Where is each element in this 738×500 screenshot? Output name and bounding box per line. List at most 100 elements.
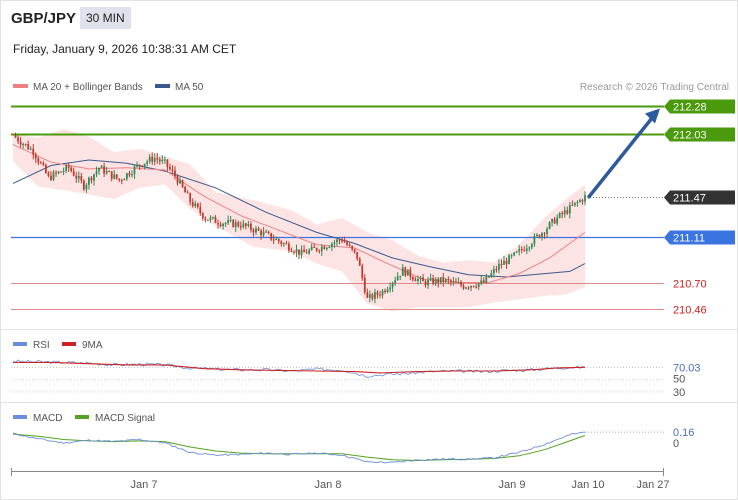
candle: [209, 215, 212, 223]
candle-body: [475, 286, 478, 288]
candle-body: [39, 162, 42, 164]
candle: [368, 290, 371, 303]
candle-body: [460, 282, 462, 286]
candle: [32, 143, 35, 160]
candle-body: [169, 166, 171, 170]
candle-body: [153, 157, 156, 162]
candle-body: [143, 163, 146, 167]
candle: [22, 142, 25, 149]
candle-body: [163, 159, 166, 161]
candle-body: [571, 205, 574, 207]
main-legend: MA 20 + Bollinger Bands MA 50 Research ©…: [13, 82, 729, 93]
candle-body: [553, 218, 556, 224]
candle: [113, 170, 116, 180]
candle: [492, 265, 495, 278]
candle-body: [287, 243, 290, 251]
candle-body: [513, 252, 516, 256]
candle-body: [123, 178, 126, 181]
candle: [320, 243, 323, 256]
candle-body: [308, 250, 311, 254]
rsi-ma-legend-label: 9MA: [82, 340, 103, 351]
candle-body: [371, 294, 374, 299]
candle: [525, 244, 528, 255]
candle: [80, 172, 83, 184]
candle: [50, 171, 52, 182]
candle: [244, 222, 247, 230]
candle-body: [244, 223, 247, 226]
level-211-11-label: 211.11: [673, 233, 705, 245]
candle-body: [328, 246, 331, 248]
candle: [133, 164, 136, 179]
candle: [141, 165, 143, 168]
macd-legend-label: MACD: [33, 413, 62, 424]
candle: [323, 244, 326, 250]
candle-body: [480, 280, 483, 284]
candle: [341, 237, 343, 244]
candle-body: [209, 217, 212, 220]
candle: [498, 259, 500, 274]
candle: [579, 198, 581, 203]
candle-body: [541, 233, 543, 238]
candle: [217, 219, 219, 229]
candle-body: [214, 217, 217, 224]
candle: [346, 240, 348, 247]
candle: [219, 221, 222, 228]
candle: [358, 256, 361, 266]
candle: [52, 169, 55, 182]
candle: [551, 218, 553, 227]
candle: [401, 264, 404, 276]
candle: [376, 290, 379, 299]
candle: [455, 278, 457, 283]
candle: [427, 277, 429, 290]
candle-body: [108, 171, 111, 173]
candle: [169, 163, 171, 171]
rsi-ma-line: [13, 361, 586, 374]
candle-body: [346, 242, 348, 246]
candle: [123, 178, 126, 181]
candle-body: [19, 141, 22, 145]
candle: [467, 286, 470, 291]
candle-body: [323, 246, 326, 250]
candle-body: [189, 193, 192, 203]
candle-body: [495, 269, 498, 271]
candle-body: [27, 143, 30, 150]
ma20-legend-label: MA 20 + Bollinger Bands: [33, 82, 143, 93]
candle: [39, 160, 42, 164]
candle: [234, 219, 237, 232]
candle-body: [103, 166, 106, 174]
candle: [530, 242, 533, 250]
candle-body: [424, 281, 427, 286]
candle-body: [29, 148, 32, 150]
candle: [399, 275, 402, 281]
candle-body: [528, 247, 531, 249]
candle-body: [394, 280, 397, 283]
candle: [366, 288, 369, 299]
candle: [105, 166, 108, 175]
ma20-legend-swatch: [13, 84, 28, 88]
timeframe-badge[interactable]: 30 MIN: [80, 7, 131, 29]
candle: [24, 143, 27, 147]
macd-value-label: 0.16: [673, 427, 694, 439]
candle: [406, 269, 409, 276]
candle: [27, 140, 30, 151]
candle-body: [525, 248, 528, 251]
candle: [475, 283, 478, 289]
candle-body: [204, 218, 207, 220]
candle-body: [260, 230, 262, 236]
candle: [563, 206, 566, 218]
candle-body: [179, 180, 181, 184]
candle: [282, 242, 285, 247]
candle-body: [166, 159, 169, 167]
candle: [520, 246, 523, 254]
candle: [442, 272, 445, 287]
forecast-arrow-layer: [587, 108, 660, 199]
candle: [298, 249, 300, 259]
candle: [396, 272, 399, 281]
candle-body: [543, 233, 546, 235]
macd-signal-legend-swatch: [75, 415, 89, 419]
level-212-28-label: 212.28: [673, 102, 707, 114]
level-212-03-label: 212.03: [673, 130, 707, 142]
candle: [267, 230, 270, 235]
candle-body: [250, 223, 252, 230]
candle: [308, 248, 311, 255]
